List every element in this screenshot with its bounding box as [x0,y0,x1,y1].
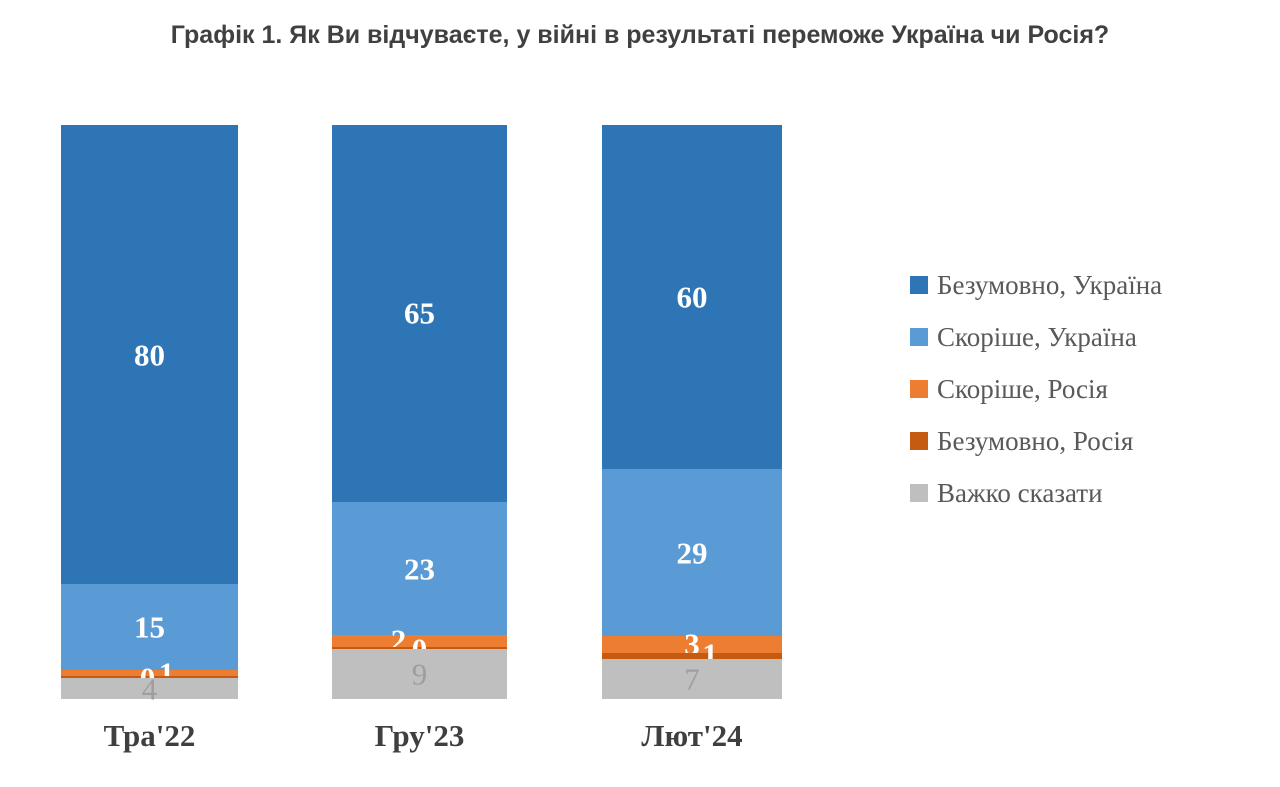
legend-swatch-icon [910,484,928,502]
stacked-bar: 8015104 [61,125,238,704]
chart-title: Графік 1. Як Ви відчуваєте, у війні в ре… [170,21,1110,49]
legend-item: Безумовно, Україна [910,268,1162,302]
bar-segment [332,501,507,636]
legend-item: Скоріше, Україна [910,320,1162,354]
data-label: 23 [404,551,435,587]
category-label: Лют'24 [641,718,743,753]
stacked-bar: 6523209 [332,125,507,699]
bar-segment [602,635,782,654]
data-label: 4 [141,671,158,707]
stacked-bar: 60 29 3 1 7 [602,125,782,699]
bar-segment [332,635,507,647]
bar-segment [602,469,782,636]
legend-swatch-icon [910,276,928,294]
data-label: 3 [684,626,700,662]
bar-segment [61,676,238,679]
bar-segment [61,125,238,585]
legend-swatch-icon [910,432,928,450]
bar-segment [602,653,782,659]
bar-segment [332,646,507,649]
bar-segment [332,648,507,699]
bar-segment [61,584,238,671]
bar-segment [61,670,238,677]
data-label: 7 [684,661,700,697]
legend-swatch-icon [910,328,928,346]
data-label: 15 [134,609,165,645]
category-label: Тра'22 [103,718,196,753]
data-label: 9 [411,656,428,692]
bar-segment [332,125,507,502]
data-label: 29 [676,535,708,571]
legend-item: Скоріше, Росія [910,372,1162,406]
bar-segment [602,125,782,470]
legend-label: Скоріше, Росія [937,373,1108,404]
legend: Безумовно, Україна Скоріше, Україна Скоріш… [910,268,1162,528]
legend-label: Скоріше, Україна [937,321,1137,352]
data-label: 80 [134,337,165,373]
legend-swatch-icon [910,380,928,398]
legend-label: Безумовно, Росія [937,425,1134,456]
bar-segment [602,658,782,699]
legend-item: Важко сказати [910,476,1162,510]
data-label: 65 [404,295,435,331]
legend-label: Безумовно, Україна [937,269,1163,300]
legend-label: Важко сказати [937,477,1103,508]
category-label: Гру'23 [374,718,465,753]
legend-item: Безумовно, Росія [910,424,1162,458]
bar-segment [61,678,238,699]
data-label: 60 [676,279,708,315]
